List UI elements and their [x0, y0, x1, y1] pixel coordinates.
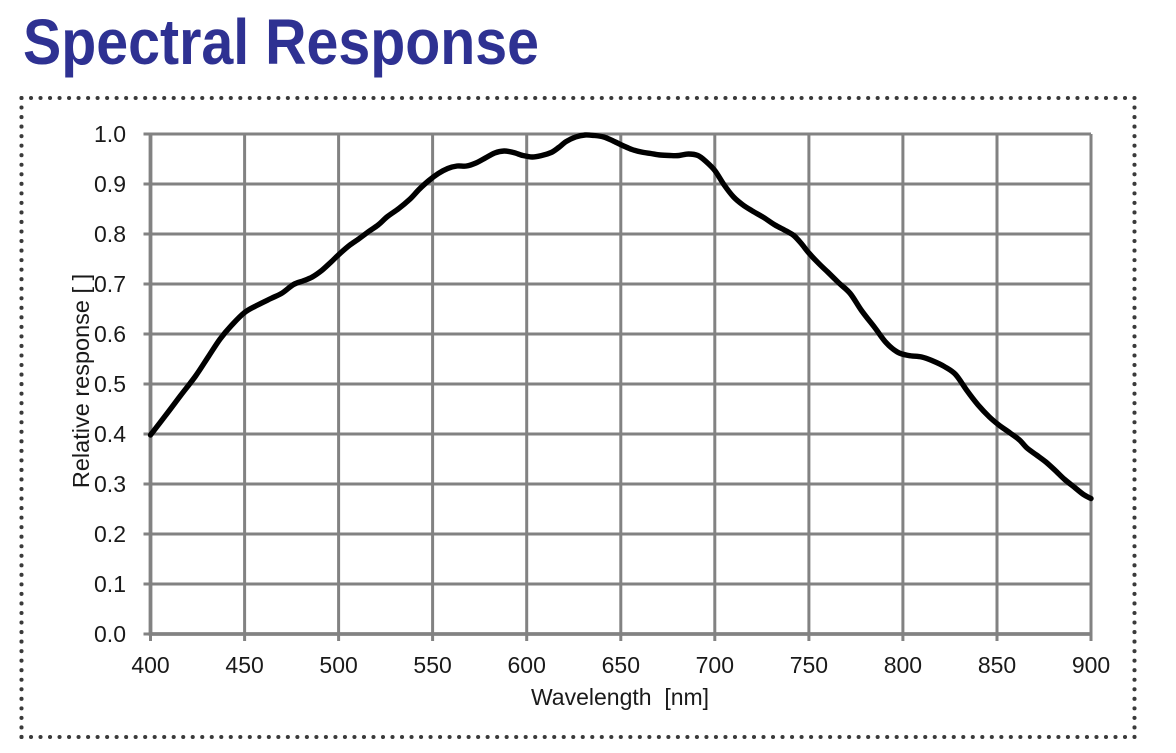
svg-text:0.6: 0.6 — [94, 321, 126, 347]
svg-text:400: 400 — [131, 652, 169, 678]
svg-text:0.5: 0.5 — [94, 371, 126, 397]
svg-text:1.0: 1.0 — [94, 121, 126, 147]
svg-text:700: 700 — [696, 652, 734, 678]
svg-text:0.0: 0.0 — [94, 621, 126, 647]
svg-text:900: 900 — [1072, 652, 1110, 678]
svg-text:450: 450 — [225, 652, 263, 678]
svg-text:0.8: 0.8 — [94, 221, 126, 247]
svg-text:800: 800 — [884, 652, 922, 678]
svg-text:0.1: 0.1 — [94, 571, 126, 597]
svg-text:0.4: 0.4 — [94, 421, 126, 447]
svg-text:650: 650 — [602, 652, 640, 678]
svg-text:0.7: 0.7 — [94, 271, 126, 297]
svg-text:0.9: 0.9 — [94, 171, 126, 197]
svg-text:Spectral Response: Spectral Response — [23, 6, 539, 78]
svg-text:600: 600 — [508, 652, 546, 678]
svg-text:0.3: 0.3 — [94, 471, 126, 497]
svg-text:Relative response [ ]: Relative response [ ] — [68, 274, 94, 488]
svg-text:750: 750 — [790, 652, 828, 678]
svg-text:550: 550 — [413, 652, 451, 678]
svg-text:0.2: 0.2 — [94, 521, 126, 547]
svg-text:Wavelength [nm]: Wavelength [nm] — [531, 684, 709, 710]
svg-text:850: 850 — [978, 652, 1016, 678]
svg-text:500: 500 — [319, 652, 357, 678]
